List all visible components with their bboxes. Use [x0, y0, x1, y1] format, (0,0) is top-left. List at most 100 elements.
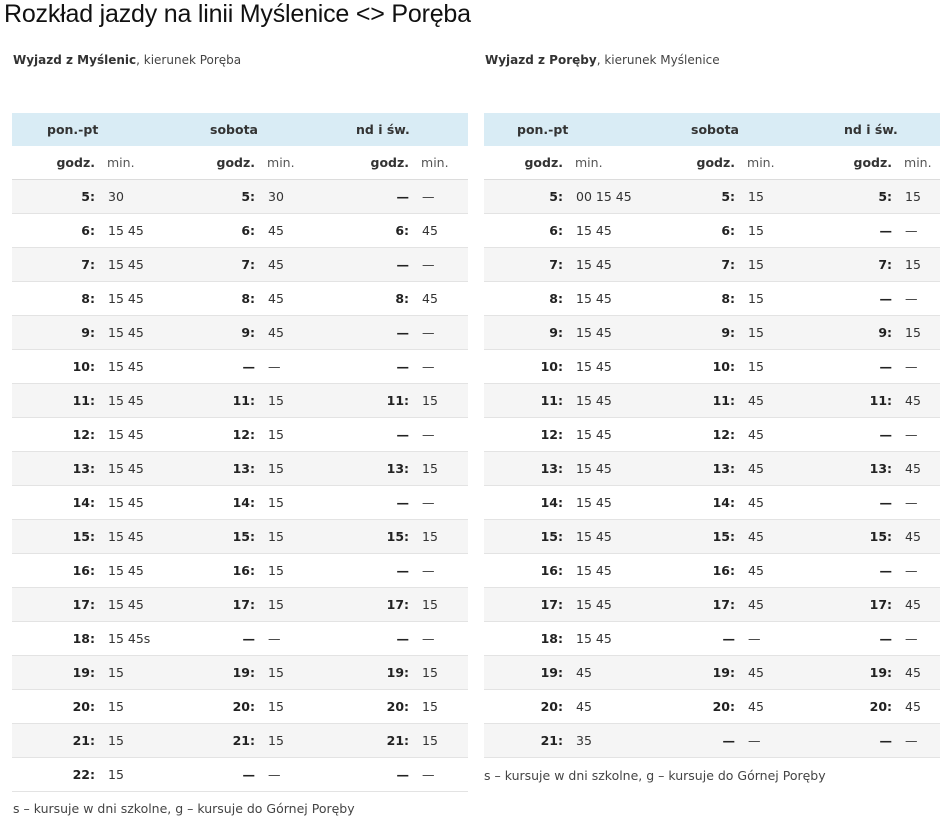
hour-cell: 18:	[484, 621, 563, 656]
hour-cell: 6:	[318, 213, 410, 248]
hour-cell: —	[798, 723, 893, 758]
minutes-cell: —	[255, 757, 319, 792]
table-row: 17: 15 45 17: 45 17: 45	[484, 587, 941, 622]
minutes-cell: —	[409, 179, 469, 214]
table-row: 5: 00 15 45 5: 15 5: 15	[484, 179, 941, 214]
hour-cell: 13:	[484, 451, 563, 486]
minutes-cell: 15	[409, 519, 469, 554]
hour-cell: 17:	[641, 587, 736, 622]
hour-cell: 5:	[166, 179, 256, 214]
left-departure-label: Wyjazd z Myślenic	[13, 53, 137, 67]
hour-cell: —	[798, 417, 893, 452]
right-footnote: s – kursuje w dni szkolne, g – kursuje d…	[484, 768, 826, 783]
left-direction-label: , kierunek Poręba	[136, 53, 242, 67]
left-hour-header: godz.	[12, 146, 95, 180]
minutes-cell: 15	[255, 383, 319, 418]
hour-cell: 5:	[484, 179, 563, 214]
hour-cell: 9:	[12, 315, 95, 350]
table-row: 12: 15 45 12: 45— —	[484, 417, 941, 452]
right-day-header-row: pon.-pt sobota nd i św.	[484, 113, 941, 146]
minutes-cell: —	[409, 417, 469, 452]
hour-cell: 14:	[166, 485, 256, 520]
hour-cell: 8:	[641, 281, 736, 316]
minutes-cell: 15	[409, 451, 469, 486]
minutes-cell: 15 45	[563, 417, 642, 452]
minutes-cell: 15 45	[95, 281, 167, 316]
table-row: 12: 15 45 12: 15— —	[12, 417, 469, 452]
table-row: 15: 15 45 15: 15 15: 15	[12, 519, 469, 554]
minutes-cell: —	[409, 553, 469, 588]
minutes-cell: 15 45	[95, 485, 167, 520]
table-row: 10: 15 45— — — —	[12, 349, 469, 384]
minutes-cell: 15 45s	[95, 621, 167, 656]
table-row: 10: 15 45 10: 15— —	[484, 349, 941, 384]
hour-cell: 21:	[12, 723, 95, 758]
minutes-cell: 45	[892, 383, 941, 418]
minutes-cell: 15	[255, 587, 319, 622]
left-header-saturday: sobota	[166, 113, 319, 146]
minutes-cell: 15	[255, 485, 319, 520]
table-row: 18: 15 45— — — —	[484, 621, 941, 656]
minutes-cell: 15 45	[563, 213, 642, 248]
minutes-cell: 35	[563, 723, 642, 758]
minutes-cell: 15 45	[563, 587, 642, 622]
minutes-cell: —	[409, 621, 469, 656]
minutes-cell: —	[409, 485, 469, 520]
hour-cell: —	[318, 417, 410, 452]
table-row: 6: 15 45 6: 45 6: 45	[12, 213, 469, 248]
hour-cell: 7:	[166, 247, 256, 282]
minutes-cell: 15	[892, 247, 941, 282]
table-row: 8: 15 45 8: 15— —	[484, 281, 941, 316]
hour-cell: 16:	[166, 553, 256, 588]
table-row: 11: 15 45 11: 15 11: 15	[12, 383, 469, 418]
hour-cell: 13:	[12, 451, 95, 486]
hour-cell: 13:	[318, 451, 410, 486]
hour-cell: 16:	[484, 553, 563, 588]
minutes-cell: 15 45	[95, 417, 167, 452]
minutes-cell: —	[409, 757, 469, 792]
minutes-cell: 15 45	[95, 587, 167, 622]
right-departure-label: Wyjazd z Poręby	[485, 53, 597, 67]
minutes-cell: —	[892, 485, 941, 520]
hour-cell: 7:	[641, 247, 736, 282]
hour-cell: 6:	[166, 213, 256, 248]
minutes-cell: 15 45	[95, 519, 167, 554]
minutes-cell: 45	[735, 587, 799, 622]
page-title: Rozkład jazdy na linii Myślenice <> Porę…	[4, 0, 471, 28]
hour-cell: 21:	[166, 723, 256, 758]
minutes-cell: 15 45	[95, 383, 167, 418]
table-row: 14: 15 45 14: 45— —	[484, 485, 941, 520]
minutes-cell: 45	[255, 213, 319, 248]
hour-cell: 11:	[798, 383, 893, 418]
minutes-cell: 15	[255, 417, 319, 452]
right-header-saturday: sobota	[641, 113, 799, 146]
hour-cell: —	[798, 213, 893, 248]
minutes-cell: 15	[255, 689, 319, 724]
hour-cell: —	[798, 553, 893, 588]
minutes-cell: 15 45	[563, 485, 642, 520]
minutes-cell: 45	[735, 655, 799, 690]
minutes-cell: 15	[409, 587, 469, 622]
hour-cell: 17:	[798, 587, 893, 622]
hour-cell: 17:	[484, 587, 563, 622]
minutes-cell: 15	[409, 723, 469, 758]
hour-cell: 18:	[12, 621, 95, 656]
table-row: 19: 15 19: 15 19: 15	[12, 655, 469, 690]
table-row: 21: 35— — — —	[484, 723, 941, 758]
hour-cell: 20:	[798, 689, 893, 724]
hour-cell: 6:	[641, 213, 736, 248]
table-row: 14: 15 45 14: 15— —	[12, 485, 469, 520]
minutes-cell: —	[892, 723, 941, 758]
hour-cell: 14:	[484, 485, 563, 520]
hour-cell: 10:	[641, 349, 736, 384]
hour-cell: 7:	[484, 247, 563, 282]
left-header-sunday: nd i św.	[318, 113, 469, 146]
minutes-cell: 15 45	[563, 451, 642, 486]
minutes-cell: 45	[255, 315, 319, 350]
minutes-cell: 45	[255, 247, 319, 282]
table-row: 21: 15 21: 15 21: 15	[12, 723, 469, 758]
minutes-cell: 15	[95, 723, 167, 758]
minutes-cell: 15	[735, 315, 799, 350]
hour-cell: 7:	[12, 247, 95, 282]
left-day-header-row: pon.-pt sobota nd i św.	[12, 113, 469, 146]
